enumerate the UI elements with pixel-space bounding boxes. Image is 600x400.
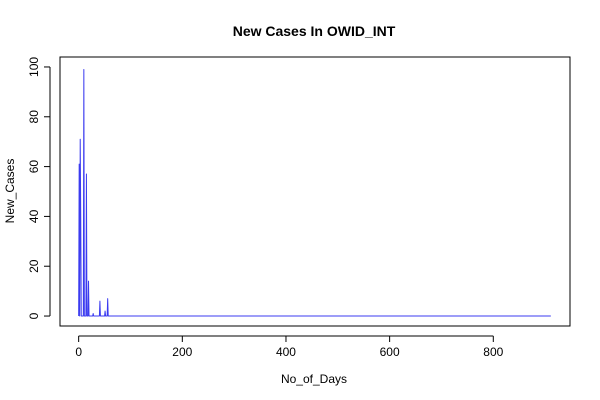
x-tick-label: 0 (75, 345, 82, 359)
x-tick-label: 200 (172, 345, 192, 359)
y-axis: 0 20 40 60 80 100 (27, 57, 51, 319)
y-tick-label: 20 (27, 259, 41, 273)
x-tick-label: 600 (380, 345, 400, 359)
x-axis-label: No_of_Days (281, 372, 347, 386)
y-tick-label: 0 (27, 312, 41, 319)
y-axis-label: New_Cases (3, 159, 17, 224)
x-axis: 0 200 400 600 800 (75, 335, 504, 359)
y-tick-label: 80 (27, 110, 41, 124)
series-line (78, 68, 551, 317)
x-tick-label: 400 (276, 345, 296, 359)
plot-frame (59, 56, 571, 327)
y-tick-label: 60 (27, 160, 41, 174)
chart-title: New Cases In OWID_INT (233, 23, 396, 39)
x-tick-label: 800 (483, 345, 503, 359)
y-tick-label: 100 (27, 57, 41, 77)
series-group (78, 68, 551, 317)
y-tick-label: 40 (27, 209, 41, 223)
